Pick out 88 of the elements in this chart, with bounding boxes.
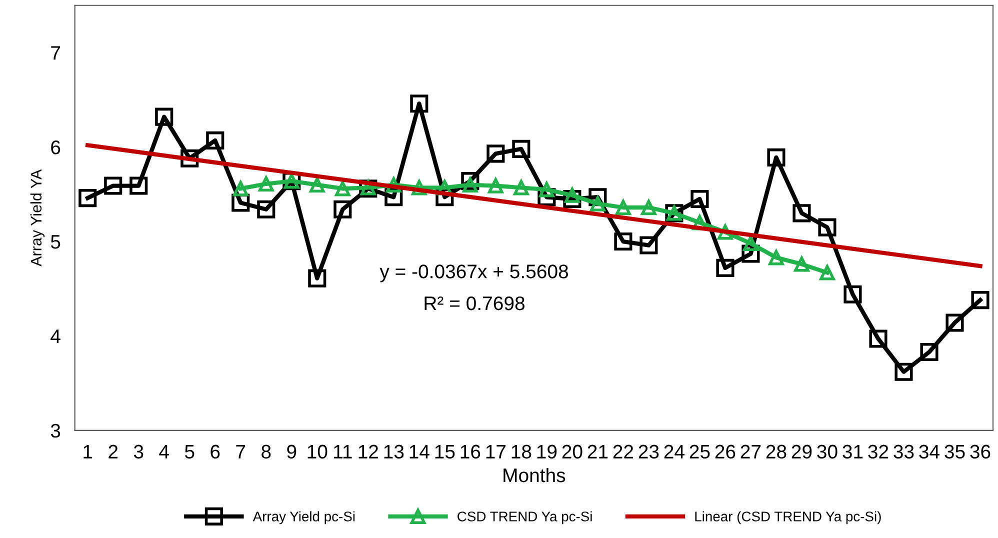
- x-tick-label: 15: [435, 445, 455, 459]
- point: [767, 148, 786, 166]
- x-tick-label: 30: [817, 444, 838, 459]
- x-tick-label: 10: [308, 444, 328, 459]
- point: [641, 200, 656, 216]
- point: [743, 236, 758, 252]
- point: [946, 314, 964, 332]
- x-axis-title: Months: [504, 468, 566, 482]
- point: [640, 236, 658, 254]
- legend-label: Array Yield pc-Si: [252, 511, 355, 524]
- x-tick-label: 32: [868, 444, 888, 459]
- point: [614, 232, 632, 251]
- x-tick-label: 22: [613, 444, 634, 458]
- point: [206, 131, 224, 150]
- x-tick-label: 16: [460, 444, 480, 459]
- x-tick-label: 29: [792, 444, 812, 459]
- point: [869, 330, 888, 348]
- y-tick-label: 6: [51, 140, 60, 154]
- y-tick-label: 3: [50, 424, 60, 438]
- x-tick-label: 2: [108, 444, 118, 458]
- x-tick-label: 33: [894, 444, 914, 459]
- x-tick-label: 20: [562, 444, 582, 459]
- annotation: y = -0.0367x + 5.5608: [380, 264, 568, 282]
- y-tick-label: 5: [50, 235, 60, 249]
- point: [462, 177, 478, 192]
- x-tick-label: 26: [715, 444, 736, 459]
- point: [258, 176, 274, 192]
- annotation: R² = 0.7698: [424, 296, 524, 310]
- x-tick-label: 34: [919, 444, 940, 459]
- point: [130, 176, 148, 195]
- x-tick-label: 11: [334, 445, 352, 458]
- x-tick-label: 24: [664, 444, 684, 458]
- x-tick-label: 13: [384, 444, 404, 459]
- legend-label: CSD TREND Ya pc-Si: [458, 511, 592, 524]
- y-tick-label: 4: [50, 330, 60, 343]
- x-tick-label: 31: [842, 444, 863, 459]
- point: [155, 108, 174, 126]
- point: [488, 178, 504, 194]
- x-tick-label: 1: [84, 445, 92, 458]
- x-tick-label: 4: [159, 445, 169, 458]
- point: [486, 144, 505, 163]
- point: [590, 196, 606, 212]
- point: [334, 200, 352, 218]
- x-tick-label: 8: [262, 444, 271, 459]
- x-tick-label: 35: [944, 444, 965, 459]
- x-tick-label: 27: [740, 444, 761, 458]
- point: [792, 204, 811, 222]
- point: [794, 256, 810, 272]
- y-axis-title: Array Yield YA: [30, 169, 45, 266]
- x-tick-label: 6: [210, 444, 220, 459]
- x-tick-label: 28: [766, 444, 786, 459]
- x-tick-label: 19: [537, 444, 557, 459]
- x-tick-label: 17: [486, 445, 506, 458]
- x-tick-label: 5: [184, 445, 194, 459]
- x-tick-label: 23: [638, 444, 659, 459]
- point: [78, 189, 97, 208]
- x-tick-label: 14: [410, 445, 430, 458]
- x-tick-label: 18: [512, 444, 532, 459]
- point: [514, 180, 529, 196]
- legend-label: Linear (CSD TREND Ya pc-Si): [695, 511, 881, 524]
- point: [894, 362, 913, 381]
- point: [716, 258, 734, 277]
- point: [512, 140, 530, 158]
- point: [971, 291, 990, 310]
- point: [820, 265, 835, 280]
- point: [690, 190, 709, 208]
- point: [257, 200, 276, 218]
- point: [818, 218, 836, 236]
- point: [310, 177, 325, 192]
- point: [616, 200, 631, 216]
- x-tick-label: 36: [970, 444, 990, 459]
- x-tick-label: 3: [134, 444, 144, 459]
- point: [410, 94, 428, 113]
- point: [232, 180, 248, 196]
- x-tick-label: 9: [287, 444, 296, 459]
- x-tick-label: 12: [358, 444, 378, 458]
- y-tick-label: 7: [51, 46, 60, 60]
- point: [564, 188, 580, 203]
- point: [920, 342, 938, 362]
- point: [768, 250, 784, 266]
- point: [844, 285, 862, 304]
- point: [335, 180, 350, 196]
- x-tick-label: 7: [236, 445, 246, 458]
- x-tick-label: 25: [690, 444, 710, 459]
- point: [104, 176, 122, 195]
- x-tick-label: 21: [588, 444, 608, 458]
- point: [308, 269, 326, 288]
- point: [539, 182, 554, 198]
